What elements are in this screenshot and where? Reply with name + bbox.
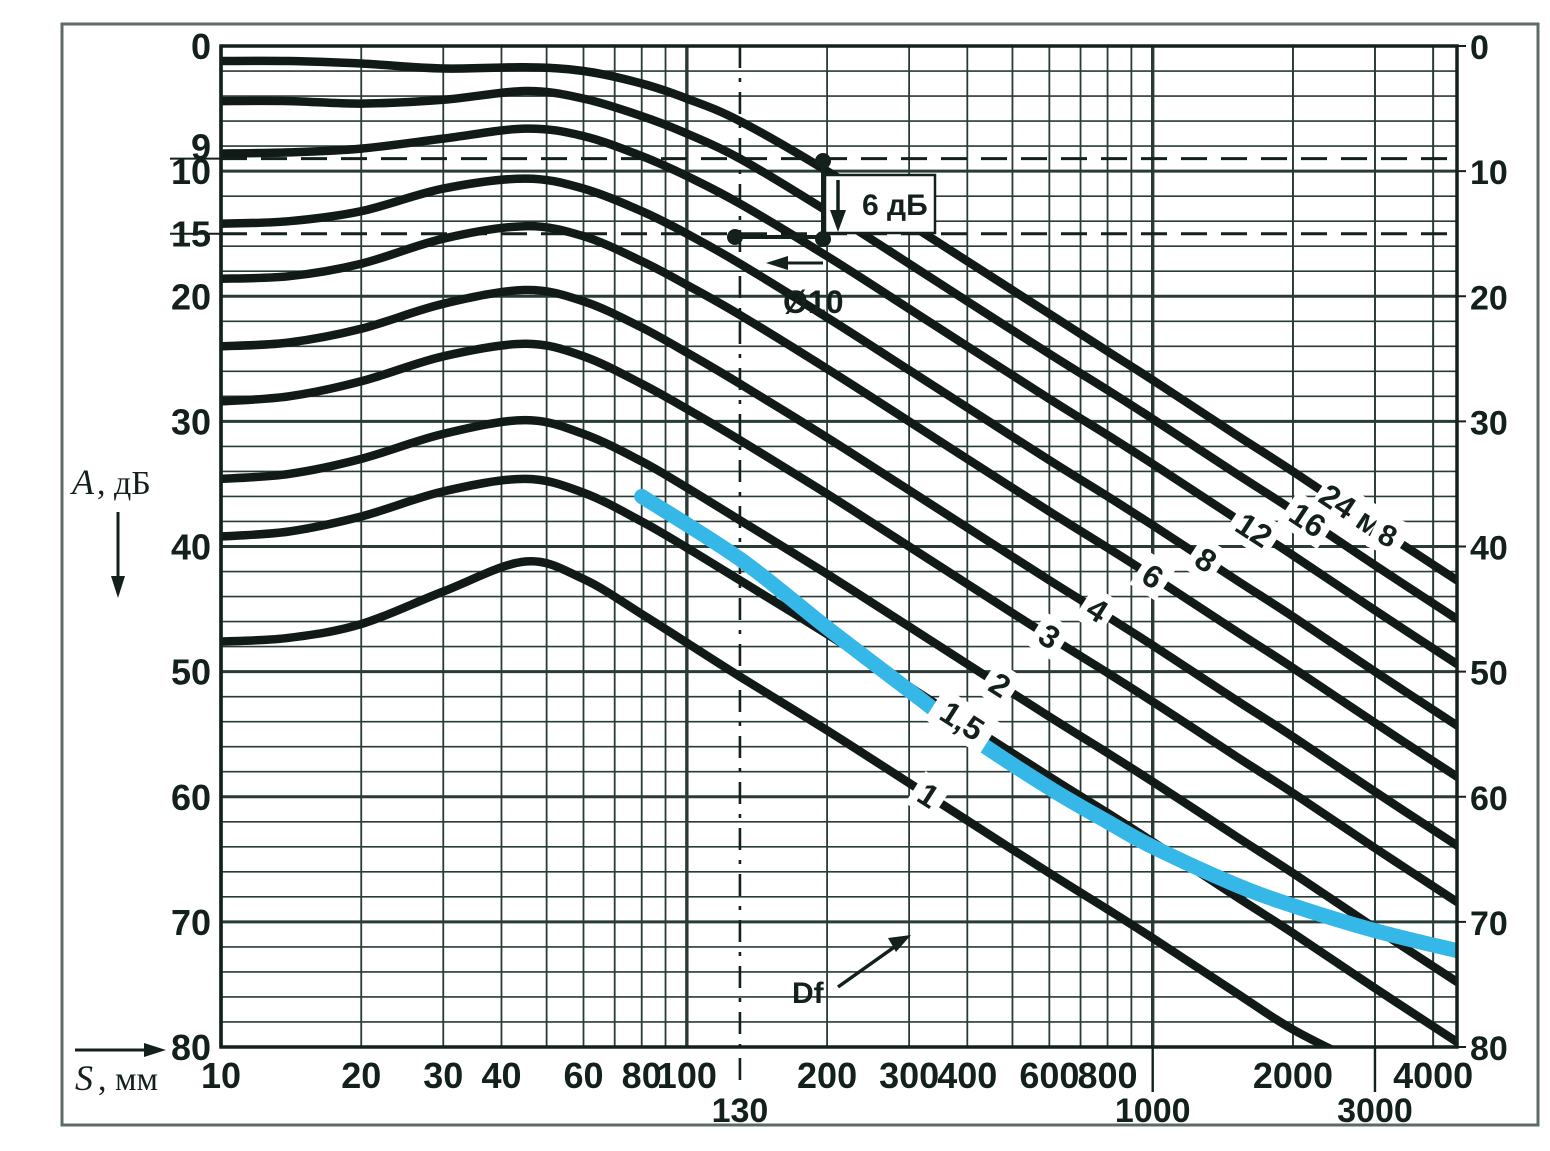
annotation-reflector-label: Ø10 <box>783 284 843 320</box>
curve-label-backing <box>1026 612 1073 661</box>
x-axis-tick-label: 30 <box>423 1055 463 1096</box>
curve-label-backing <box>1277 490 1339 550</box>
y-axis-tick-label: 60 <box>171 777 211 818</box>
dgs-curve <box>221 174 1457 730</box>
curve-label-backing <box>1129 552 1177 601</box>
y-axis-title-unit: , дБ <box>97 465 151 502</box>
dgs-curve <box>221 415 1457 987</box>
curve-label-group: 4 <box>1073 585 1121 635</box>
x-axis-tick-label: 200 <box>797 1055 857 1096</box>
annotation-reflector-point <box>727 229 743 245</box>
y-axis-right-tick-labels: 0 10 20 30 40 50 60 70 80 <box>1457 29 1508 1068</box>
annotation-df-group: Df <box>792 935 911 1010</box>
x-axis-tick-label: 10 <box>201 1055 241 1096</box>
dgs-curve <box>221 557 1337 1047</box>
annotation-6db-label: 6 дБ <box>862 189 928 222</box>
x-axis-tick-label: 20 <box>341 1055 381 1096</box>
y-axis-tick-labels: 0 910 15 20 30 40 50 60 70 80 <box>171 26 211 1068</box>
x-axis-title-group: S , мм <box>75 1043 166 1098</box>
annotation-df-arrow-head <box>888 935 911 952</box>
y-axis-right-tick-label: 40 <box>1470 530 1508 568</box>
x-axis-secondary-tick-label: 130 <box>712 1092 769 1130</box>
x-axis-tick-label: 300 <box>879 1055 939 1096</box>
y-axis-tick-label: 20 <box>171 276 211 317</box>
y-axis-tick-label: 10 <box>171 151 211 192</box>
annotation-reflector-arrow-head <box>766 256 788 270</box>
annotation-df-leader <box>836 941 902 989</box>
y-axis-right-tick-label: 50 <box>1470 655 1508 693</box>
dgs-curve <box>221 339 1457 907</box>
y-axis-right-tick-label: 60 <box>1470 780 1508 818</box>
annotation-point-upper <box>815 153 831 169</box>
y-axis-right-tick-label: 10 <box>1470 154 1508 192</box>
curve-label-group-right: 8 <box>1365 511 1411 559</box>
x-axis-title-unit: , мм <box>98 1061 158 1098</box>
curve-label-backing <box>976 660 1024 710</box>
x-axis-tick-label: 100 <box>657 1055 717 1096</box>
annotation-reflector-group: Ø10 <box>727 229 843 320</box>
curve-label-backing <box>924 687 1000 755</box>
x-axis-title-symbol: S <box>75 1058 93 1098</box>
y-axis-tick-label: 80 <box>171 1027 211 1068</box>
y-axis-tick-label: 30 <box>171 401 211 442</box>
curve-label-backing <box>905 771 952 820</box>
x-axis-tick-label: 600 <box>1019 1055 1079 1096</box>
curve-label-backing <box>1365 511 1411 559</box>
curve-label-backing <box>1073 585 1121 635</box>
annotation-6db-arrow-head <box>830 210 846 232</box>
y-axis-tick-label: 0 <box>191 26 211 67</box>
annotation-6db-box <box>823 173 937 235</box>
y-axis-right-tick-label: 80 <box>1470 1030 1508 1068</box>
figure-frame <box>60 22 1540 1127</box>
x-axis-tick-label: 80 <box>622 1055 662 1096</box>
y-axis-tick-label: 70 <box>171 902 211 943</box>
annotation-df-label: Df <box>792 977 825 1010</box>
y-axis-title-group: A , дБ <box>70 462 151 598</box>
operating-curve <box>634 488 1457 959</box>
dgs-curve <box>221 221 1457 781</box>
y-axis-right-tick-label: 20 <box>1470 279 1508 317</box>
x-axis-secondary-tick-label: 3000 <box>1337 1092 1413 1130</box>
x-axis-tick-label: 4000 <box>1393 1055 1473 1096</box>
y-axis-tick-label: 50 <box>171 652 211 693</box>
x-axis-tick-label: 40 <box>481 1055 521 1096</box>
x-axis-secondary-tick-label: 1000 <box>1115 1092 1191 1130</box>
y-axis-right-tick-label: 30 <box>1470 404 1508 442</box>
y-axis-tick-label: 40 <box>171 527 211 568</box>
x-axis-arrow-head <box>144 1043 166 1057</box>
y-axis-tick-label: 9 <box>191 127 211 168</box>
y-axis-right-tick-label: 0 <box>1470 29 1489 67</box>
y-axis-right-tick-label: 70 <box>1470 905 1508 943</box>
y-axis-tick-label: 15 <box>171 214 211 255</box>
curve-label-backing <box>1182 535 1230 585</box>
dgs-curve <box>221 285 1457 850</box>
y-axis-arrow-head <box>111 576 125 598</box>
x-axis-tick-label: 800 <box>1078 1055 1138 1096</box>
x-axis-tick-label: 2000 <box>1253 1055 1333 1096</box>
y-axis-title-symbol: A <box>70 462 95 502</box>
x-axis-tick-label: 60 <box>563 1055 603 1096</box>
highlight-operating-curve <box>634 488 1457 959</box>
x-axis-tick-label: 400 <box>937 1055 997 1096</box>
curve-label-backing <box>1223 501 1285 560</box>
